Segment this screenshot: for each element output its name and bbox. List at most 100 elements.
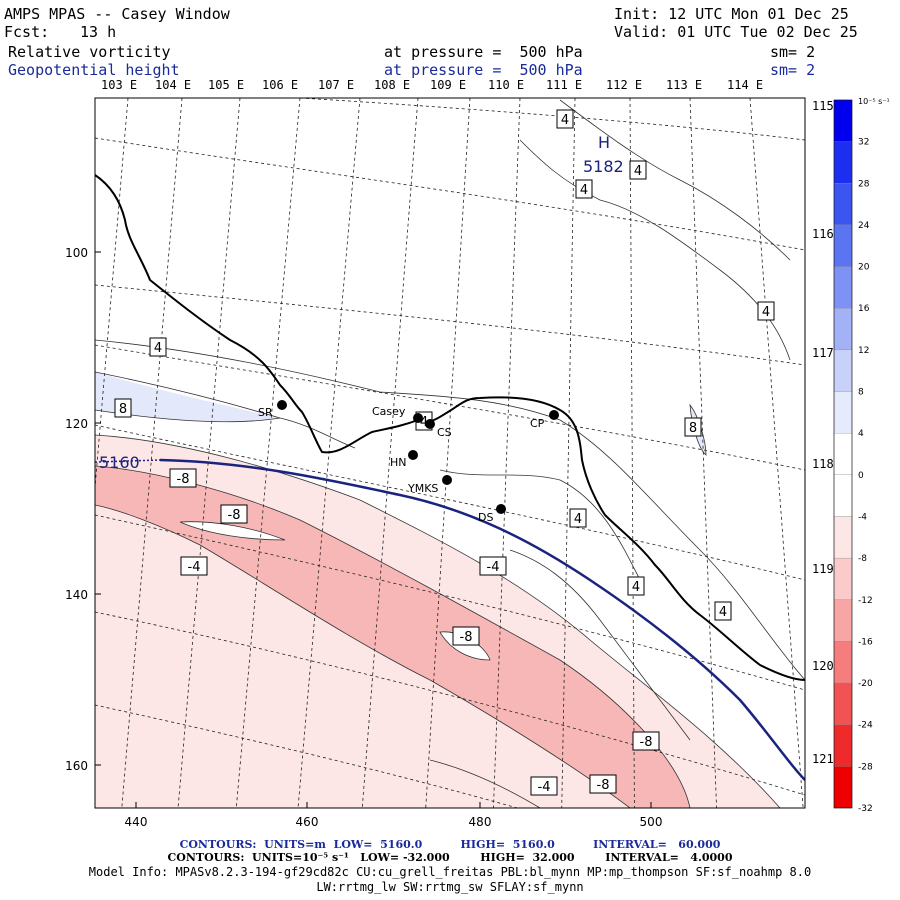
footer-vorticity-contours: CONTOURS: UNITS=10⁻⁵ s⁻¹ LOW= -32.000 HI…: [167, 851, 733, 864]
colorbar-label: 24: [858, 221, 870, 231]
svg-text:114 E: 114 E: [727, 78, 763, 92]
svg-text:-8: -8: [177, 472, 190, 487]
svg-text:480: 480: [469, 815, 492, 829]
svg-text:113 E: 113 E: [666, 78, 702, 92]
station-label: CP: [530, 417, 545, 430]
station-marker: [549, 410, 559, 420]
colorbar-label: -8: [858, 554, 867, 564]
svg-text:103 E: 103 E: [101, 78, 137, 92]
colorbar-swatch: [833, 557, 853, 600]
stations: SR Casey CS HN YMKS CP DS: [258, 400, 559, 524]
colorbar-unit-label: 10⁻⁵ s⁻¹: [858, 97, 890, 106]
latitude-lines: [95, 98, 805, 808]
svg-text:120: 120: [65, 417, 88, 431]
station-marker: [277, 400, 287, 410]
colorbar-label: -20: [858, 679, 873, 689]
svg-text:110 E: 110 E: [488, 78, 524, 92]
contour-label: -8: [632, 731, 660, 751]
colorbar-label: 16: [858, 304, 870, 314]
contour-label: 4: [149, 337, 167, 357]
svg-text:109 E: 109 E: [430, 78, 466, 92]
plot-frame: [94, 97, 806, 809]
colorbar-swatch: [833, 641, 853, 684]
station-label: HN: [390, 456, 407, 469]
contour-label: -4: [180, 556, 208, 576]
colorbar-swatch: [833, 99, 853, 142]
station-marker: [413, 413, 423, 423]
axis-tick-labels: 100 120 140 160 440 460 480 500: [65, 246, 662, 829]
colorbar-label: -16: [858, 637, 873, 647]
contour-label: -8: [452, 626, 480, 646]
svg-text:460: 460: [296, 815, 319, 829]
contour-label: 8: [684, 417, 702, 437]
coastline: [95, 174, 805, 681]
contour-label: -4: [479, 556, 507, 576]
colorbar-swatch: [833, 391, 853, 434]
forecast-hour: 13 h: [80, 23, 117, 41]
colorbar-swatch: [833, 516, 853, 559]
init-time: Init: 12 UTC Mon 01 Dec 25: [614, 5, 849, 23]
svg-text:140: 140: [65, 588, 88, 602]
colorbar-labels: 32 28 24 20 16 12 8 4 0 -4 -8 -12 -16 -20 -24 -28 -32: [858, 138, 873, 814]
svg-text:105 E: 105 E: [208, 78, 244, 92]
svg-text:112 E: 112 E: [606, 78, 642, 92]
colorbar-label: 0: [858, 471, 864, 481]
geopotential-contour-label: 5160: [99, 453, 140, 472]
svg-text:440: 440: [125, 815, 148, 829]
colorbar-swatch: [833, 141, 853, 184]
longitude-labels-top: 103 E 104 E 105 E 106 E 107 E 108 E 109 …: [101, 78, 763, 92]
colorbar-label: -12: [858, 596, 873, 606]
svg-text:106 E: 106 E: [262, 78, 298, 92]
svg-text:4: 4: [154, 341, 162, 356]
contour-label: 4: [629, 160, 647, 180]
contour-label: 4: [575, 179, 593, 199]
svg-text:108 E: 108 E: [374, 78, 410, 92]
contour-label: 4: [569, 508, 587, 528]
contour-label: 4: [627, 576, 645, 596]
colorbar-label: 4: [858, 429, 864, 439]
colorbar-swatch: [833, 766, 853, 809]
colorbar-swatch: [833, 266, 853, 309]
contour-label: 4: [714, 601, 732, 621]
contour-label: -8: [220, 504, 248, 524]
svg-text:-4: -4: [487, 560, 500, 575]
valid-time: Valid: 01 UTC Tue 02 Dec 25: [614, 23, 858, 41]
svg-text:4: 4: [634, 164, 642, 179]
colorbar: [833, 99, 853, 809]
colorbar-label: 20: [858, 263, 870, 273]
svg-text:-8: -8: [640, 735, 653, 750]
geopotential-high-marker: H: [598, 133, 610, 152]
field2-smoothing: sm= 2: [770, 61, 816, 79]
longitude-lines: [95, 98, 805, 808]
field2-name: Geopotential height: [8, 61, 180, 79]
svg-text:4: 4: [632, 580, 640, 595]
svg-text:4: 4: [762, 305, 770, 320]
svg-text:111 E: 111 E: [546, 78, 582, 92]
contour-label: -8: [589, 774, 617, 794]
svg-text:-8: -8: [460, 630, 473, 645]
station-marker: [496, 504, 506, 514]
colorbar-label: 32: [858, 138, 869, 148]
contour-label: 4: [556, 109, 574, 129]
station-label: YMKS: [407, 482, 438, 495]
station-label: CS: [437, 426, 452, 439]
colorbar-label: -28: [858, 762, 873, 772]
svg-text:-4: -4: [538, 780, 551, 795]
colorbar-swatch: [833, 724, 853, 767]
contour-label: 4: [757, 301, 775, 321]
svg-text:-8: -8: [228, 508, 241, 523]
footer-geopotential-contours: CONTOURS: UNITS=m LOW= 5160.0 HIGH= 5160…: [179, 838, 721, 851]
colorbar-label: -32: [858, 804, 873, 814]
plot-title: AMPS MPAS -- Casey Window: [4, 5, 230, 23]
svg-text:4: 4: [719, 605, 727, 620]
svg-text:4: 4: [420, 415, 428, 430]
field2-level: at pressure = 500 hPa: [384, 61, 583, 79]
svg-text:107 E: 107 E: [318, 78, 354, 92]
footer-model-physics: LW:rrtmg_lw SW:rrtmg_sw SFLAY:sf_mynn: [316, 880, 584, 894]
colorbar-label: -4: [858, 512, 867, 522]
svg-text:160: 160: [65, 759, 88, 773]
colorbar-swatch: [833, 474, 853, 517]
colorbar-swatch: [833, 682, 853, 725]
contour-label: -8: [169, 468, 197, 488]
map-plot-area: [95, 98, 805, 808]
